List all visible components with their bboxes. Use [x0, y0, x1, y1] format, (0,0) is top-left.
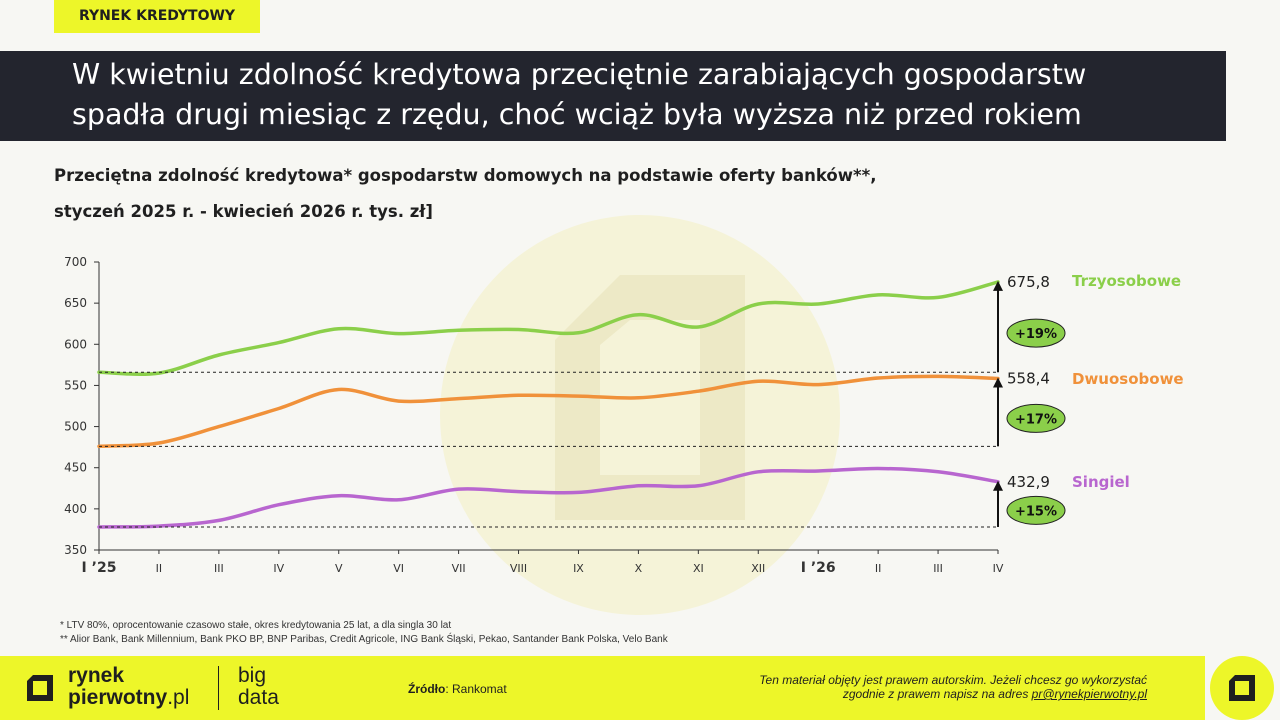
watermark-logo [440, 215, 840, 615]
chart-annotations: 675,8 +19% Trzyosobowe 558,4 +17% Dwuosobowe 4… [99, 272, 1184, 528]
y-tick-label: 450 [64, 461, 87, 475]
x-tick-label: II [156, 562, 163, 575]
end-value-label: 432,9 [1007, 473, 1050, 491]
x-tick-label: III [933, 562, 943, 575]
change-arrow-head [993, 480, 1003, 491]
footnote-banks: ** Alior Bank, Bank Millennium, Bank PKO… [60, 634, 668, 645]
logo-word-pierwotny: pierwotny [68, 686, 168, 709]
y-tick-label: 400 [64, 502, 87, 516]
corner-logo-icon [1229, 675, 1255, 701]
logo-word-rynek: rynek [68, 664, 125, 687]
corner-logo-badge [1210, 656, 1274, 720]
x-tick-label: II [875, 562, 882, 575]
x-tick-label: VIII [510, 562, 527, 575]
chart-subtitle-line-2: styczeń 2025 r. - kwiecień 2026 r. tys. … [54, 202, 433, 221]
footer-bar: rynek pierwotny.pl big data Źródło: Rank… [0, 656, 1205, 720]
headline-line-1: W kwietniu zdolność kredytowa przeciętni… [72, 58, 1087, 91]
rynek-pierwotny-logo-text: rynek pierwotny.pl [68, 665, 189, 709]
change-badge [1006, 318, 1066, 348]
change-arrow-head [993, 280, 1003, 291]
change-badge-label: +19% [1015, 327, 1057, 342]
y-tick-label: 500 [64, 420, 87, 434]
source-label: Źródło [408, 682, 446, 696]
x-tick-label: IV [273, 562, 284, 575]
series-line-trzyosobowe [97, 280, 1000, 376]
y-tick-label: 550 [64, 378, 87, 392]
x-tick-label: XI [693, 562, 704, 575]
x-tick-label: IV [993, 562, 1004, 575]
copyright-line-1: Ten materiał objęty jest prawem autorski… [759, 673, 1147, 687]
change-badge-label: +17% [1015, 412, 1057, 427]
end-value-label: 558,4 [1007, 370, 1050, 388]
big-data-logo: big data [238, 665, 279, 709]
headline-line-2: spadła drugi miesiąc z rzędu, choć wciąż… [72, 98, 1082, 131]
rynek-pierwotny-logo-icon [27, 675, 53, 701]
chart-subtitle-line-1: Przeciętna zdolność kredytowa* gospodars… [54, 166, 877, 185]
logo-domain-suffix: .pl [167, 686, 190, 709]
big-data-word-big: big [238, 664, 267, 687]
y-tick-label: 350 [64, 543, 87, 557]
x-tick-label: VI [393, 562, 404, 575]
headline-banner: W kwietniu zdolność kredytowa przeciętni… [0, 51, 1226, 141]
change-arrow-head [993, 377, 1003, 388]
footnote-ltv: * LTV 80%, oprocentowanie czasowo stałe,… [60, 620, 452, 631]
big-data-word-data: data [238, 686, 279, 709]
y-tick-label: 700 [64, 255, 87, 269]
end-value-label: 675,8 [1007, 273, 1050, 291]
x-tick-label: I ’26 [801, 560, 836, 576]
copyright-email-link[interactable]: pr@rynekpierwotny.pl [1031, 687, 1147, 701]
logo-divider [218, 666, 219, 710]
section-tag: RYNEK KREDYTOWY [54, 0, 260, 33]
source-value: : Rankomat [445, 682, 507, 696]
series-label-singiel: Singiel [1072, 473, 1130, 491]
change-badge-label: +15% [1015, 504, 1057, 519]
y-tick-label: 600 [64, 337, 87, 351]
change-badge [1006, 495, 1066, 525]
x-tick-label: III [214, 562, 224, 575]
x-tick-label: VII [452, 562, 466, 575]
x-tick-label: X [635, 562, 643, 575]
x-tick-label: IX [573, 562, 584, 575]
chart-series [97, 280, 1000, 529]
series-label-trzyosobowe: Trzyosobowe [1072, 272, 1181, 290]
watermark-logo-shape [555, 275, 745, 520]
copyright-line-2: zgodnie z prawem napisz na adres [842, 687, 1032, 701]
source-note: Źródło: Rankomat [408, 682, 507, 696]
x-tick-label: V [335, 562, 343, 575]
series-line-singiel [97, 466, 1000, 529]
change-badge [1006, 403, 1066, 433]
y-tick-label: 650 [64, 296, 87, 310]
series-label-dwuosobowe: Dwuosobowe [1072, 370, 1184, 388]
x-tick-label: I ’25 [82, 560, 117, 576]
x-tick-label: XII [751, 562, 765, 575]
series-line-dwuosobowe [97, 374, 1000, 449]
copyright-note: Ten materiał objęty jest prawem autorski… [759, 673, 1147, 701]
